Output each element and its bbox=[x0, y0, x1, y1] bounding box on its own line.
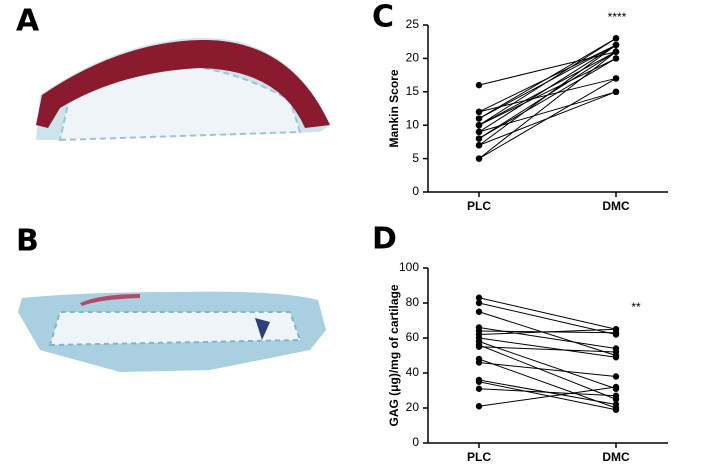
data-point bbox=[475, 359, 483, 366]
pair-line bbox=[478, 311, 617, 356]
data-point bbox=[612, 35, 620, 42]
histology-image-b bbox=[18, 291, 326, 372]
y-tick-label: 20 bbox=[406, 51, 420, 65]
data-point bbox=[612, 354, 620, 361]
data-point bbox=[612, 326, 620, 333]
data-point bbox=[612, 55, 620, 62]
pair-line bbox=[478, 386, 617, 407]
significance: **** bbox=[608, 10, 627, 24]
data-point bbox=[475, 128, 483, 136]
data-point bbox=[475, 81, 483, 89]
pair-line bbox=[478, 327, 617, 349]
pair-line bbox=[478, 51, 617, 159]
data-point bbox=[475, 308, 483, 315]
data-point bbox=[475, 378, 483, 385]
y-tick-label: 10 bbox=[406, 117, 420, 131]
data-point bbox=[475, 135, 483, 142]
y-tick-label: 5 bbox=[412, 151, 419, 165]
histology-image-a bbox=[36, 37, 330, 142]
panel-label: D bbox=[372, 222, 397, 257]
panel-label: B bbox=[16, 224, 39, 259]
pair-line bbox=[478, 302, 617, 335]
data-point bbox=[475, 343, 483, 350]
data-point bbox=[612, 48, 620, 55]
data-point bbox=[612, 348, 620, 356]
y-axis-title: GAG (μg)/mg of cartilage bbox=[387, 284, 401, 426]
x-tick-label: DMC bbox=[602, 199, 630, 213]
pair-line bbox=[478, 337, 617, 358]
y-tick-label: 15 bbox=[406, 84, 420, 98]
panel-label: A bbox=[16, 4, 40, 39]
pair-line bbox=[478, 44, 617, 146]
pair-line bbox=[478, 362, 617, 377]
data-point bbox=[612, 373, 620, 380]
data-point bbox=[612, 383, 620, 391]
pair-line bbox=[478, 388, 617, 397]
pair-line bbox=[478, 57, 617, 139]
x-tick-label: PLC bbox=[467, 450, 491, 464]
pair-line bbox=[478, 381, 617, 411]
data-point bbox=[475, 122, 483, 129]
x-tick-label: DMC bbox=[602, 450, 630, 464]
y-tick-label: 60 bbox=[406, 330, 420, 344]
panel-label: C bbox=[372, 0, 394, 35]
pair-line bbox=[478, 37, 617, 126]
pair-line bbox=[478, 341, 617, 390]
data-point bbox=[475, 108, 483, 116]
data-point bbox=[612, 41, 620, 49]
y-tick-label: 80 bbox=[406, 295, 420, 309]
y-tick-label: 0 bbox=[412, 184, 419, 198]
data-point bbox=[475, 155, 483, 162]
pair-line bbox=[478, 344, 617, 400]
pair-line bbox=[478, 328, 617, 335]
y-axis-title: Mankin Score bbox=[387, 69, 401, 147]
pair-line bbox=[478, 297, 617, 330]
data-point bbox=[475, 299, 483, 307]
data-point bbox=[475, 294, 483, 301]
data-point bbox=[612, 88, 620, 96]
y-tick-label: 40 bbox=[406, 365, 420, 379]
data-point bbox=[475, 115, 483, 122]
data-point bbox=[475, 403, 483, 410]
data-point bbox=[612, 392, 620, 399]
data-point bbox=[612, 401, 620, 408]
pair-line bbox=[478, 44, 617, 133]
pair-line bbox=[478, 346, 617, 353]
pair-line bbox=[478, 358, 617, 409]
data-point bbox=[475, 385, 483, 392]
y-tick-label: 25 bbox=[406, 17, 420, 31]
data-point bbox=[475, 142, 483, 149]
y-tick-label: 0 bbox=[412, 435, 419, 449]
pair-line bbox=[478, 37, 617, 119]
data-point bbox=[612, 75, 620, 82]
significance: ** bbox=[631, 300, 641, 314]
pair-line bbox=[478, 78, 617, 160]
data-point bbox=[612, 406, 620, 413]
y-tick-label: 20 bbox=[406, 400, 420, 414]
y-tick-label: 100 bbox=[399, 260, 419, 274]
x-tick-label: PLC bbox=[467, 199, 491, 213]
